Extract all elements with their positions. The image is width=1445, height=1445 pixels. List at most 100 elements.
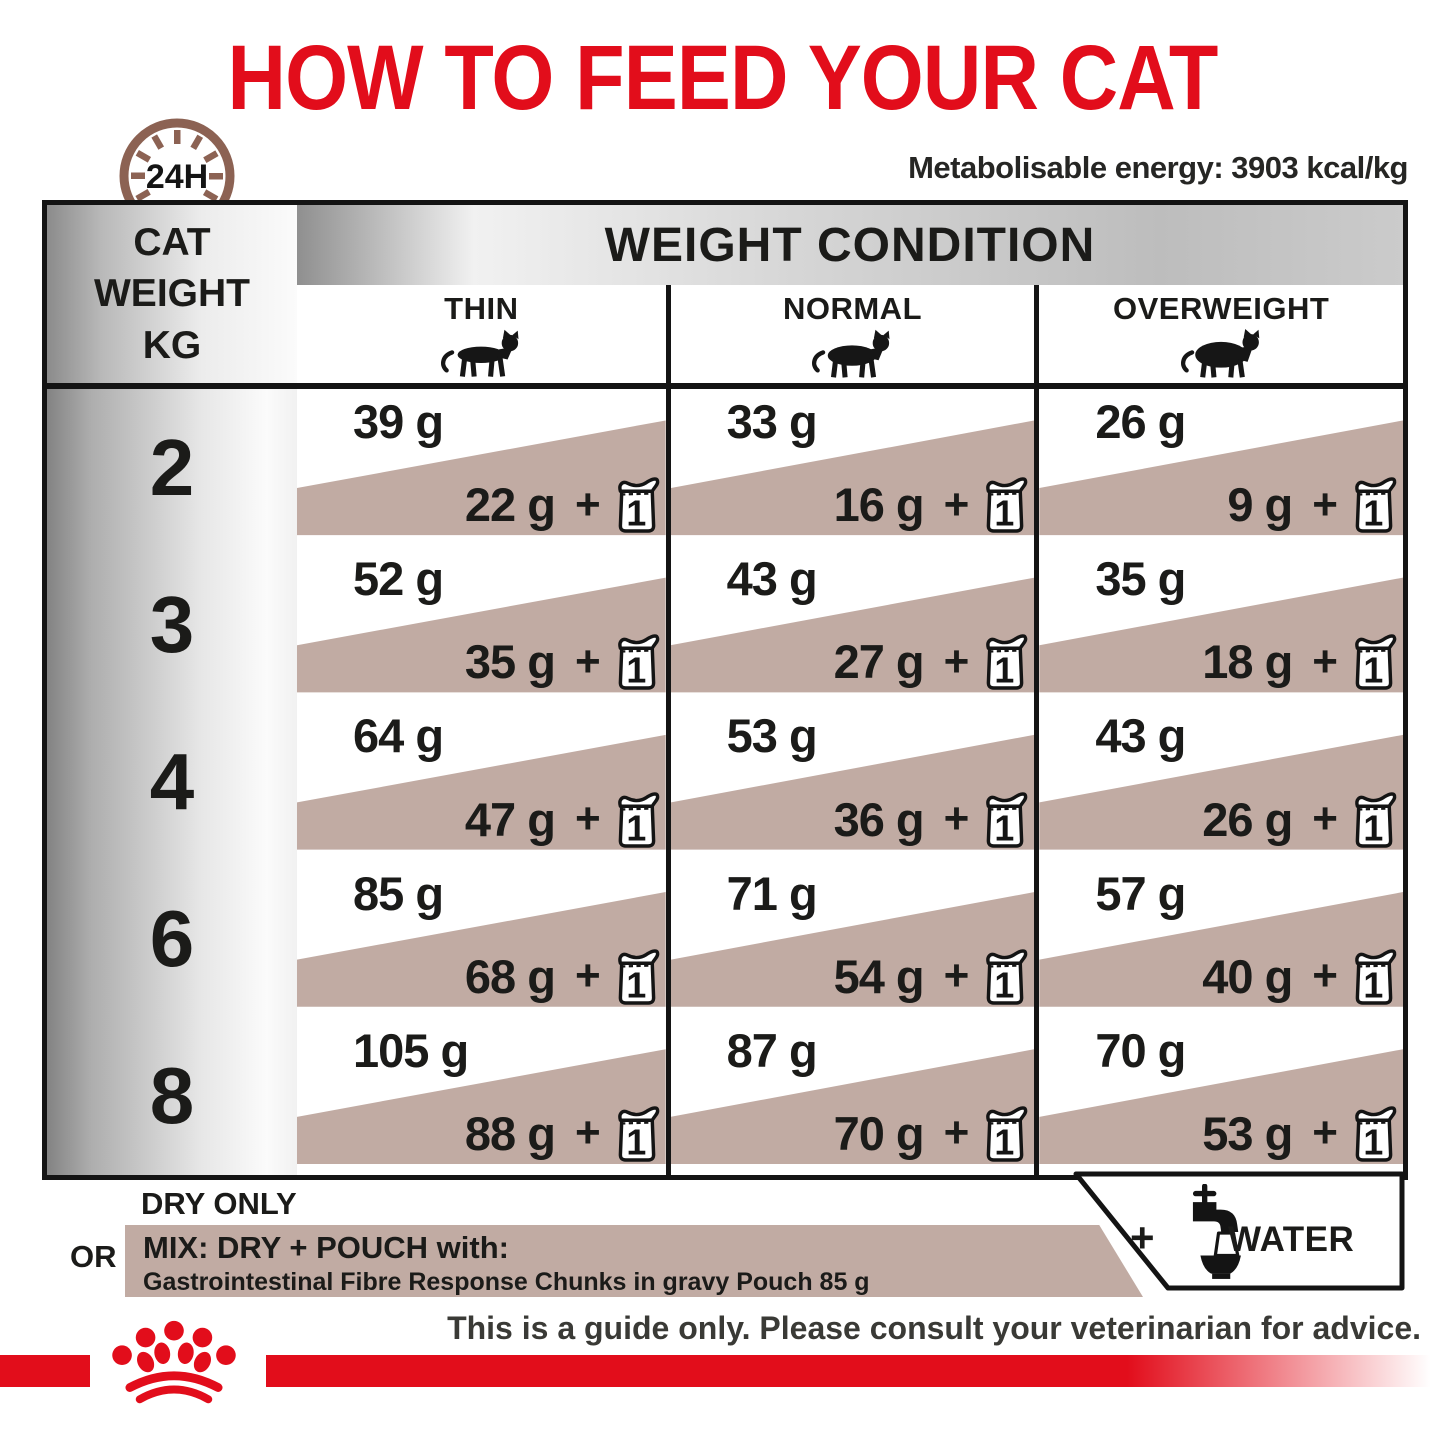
svg-text:1: 1 — [995, 651, 1015, 691]
pouch-icon: 1 — [986, 1106, 1028, 1163]
dry-amount: 35 g — [1095, 552, 1186, 606]
mix-amount: 88 g — [464, 1106, 556, 1160]
plus-sign: + — [1312, 479, 1338, 529]
table-cell: 43 g 27 g + 1 — [665, 546, 1035, 704]
mix-row: 68 g + 1 — [465, 946, 661, 1007]
mix-amount: 35 g — [464, 635, 556, 689]
plus-sign: + — [943, 636, 970, 686]
or-label: OR — [70, 1239, 117, 1274]
mix-amount: 36 g — [833, 792, 925, 846]
pouch-icon: 1 — [986, 634, 1028, 691]
mix-legend-title: MIX: DRY + POUCH with: — [143, 1230, 509, 1265]
mix-amount: 27 g — [833, 635, 925, 689]
pouch-icon: 1 — [617, 634, 659, 691]
dry-only-label: DRY ONLY — [141, 1186, 297, 1221]
mix-amount: 70 g — [833, 1106, 925, 1160]
mix-amount: 26 g — [1202, 792, 1293, 846]
table-cell: 87 g 70 g + 1 — [665, 1017, 1035, 1175]
mix-row: 35 g + 1 — [465, 631, 661, 692]
dry-amount: 43 g — [726, 552, 818, 606]
plus-sign: + — [1312, 636, 1338, 686]
dry-amount: 26 g — [1095, 395, 1186, 448]
svg-text:1: 1 — [1363, 808, 1383, 848]
dry-amount: 39 g — [353, 395, 444, 448]
pouch-icon: 1 — [1355, 1106, 1397, 1163]
pouch-icon: 1 — [986, 791, 1028, 848]
svg-text:1: 1 — [626, 1123, 646, 1163]
pouch-icon: 1 — [1355, 477, 1397, 534]
water-label: WATER — [1228, 1220, 1355, 1259]
water-faucet-icon — [1192, 1184, 1241, 1279]
mix-row: 9 g + 1 — [1227, 474, 1398, 535]
table-cell: 33 g 16 g + 1 — [665, 389, 1035, 547]
pouch-icon: 1 — [617, 477, 659, 534]
table-cell: 35 g 18 g + 1 — [1034, 546, 1403, 704]
thin-cat-icon — [441, 329, 519, 377]
weight-value: 6 — [149, 894, 195, 984]
svg-text:1: 1 — [626, 966, 646, 1006]
water-callout: + WATER — [1068, 1170, 1408, 1296]
table-cell: 43 g 26 g + 1 — [1034, 703, 1403, 861]
svg-text:1: 1 — [1363, 494, 1383, 534]
table-cell: 26 g 9 g + 1 — [1034, 389, 1403, 547]
clock-label: 24H — [146, 158, 208, 196]
svg-text:1: 1 — [995, 1123, 1015, 1163]
overweight-cat-icon — [1181, 329, 1260, 378]
weight-value: 8 — [149, 1051, 195, 1141]
mix-row: 26 g + 1 — [1202, 789, 1398, 850]
plus-sign: + — [574, 636, 601, 686]
table-cell: 105 g 88 g + 1 — [297, 1017, 666, 1175]
plus-sign: + — [943, 479, 970, 529]
plus-sign: + — [1312, 1108, 1338, 1158]
mix-legend-band: MIX: DRY + POUCH with: Gastrointestinal … — [125, 1225, 1143, 1297]
svg-text:1: 1 — [995, 494, 1015, 534]
pouch-icon: 1 — [1355, 634, 1397, 691]
feeding-table: CAT WEIGHT KG WEIGHT CONDITION THIN — [42, 200, 1408, 1180]
mix-amount: 16 g — [833, 478, 925, 532]
dry-amount: 53 g — [726, 709, 818, 763]
table-cell: 52 g 35 g + 1 — [297, 546, 666, 704]
mix-amount: 9 g — [1227, 478, 1293, 532]
normal-cat-icon — [812, 329, 890, 378]
plus-sign: + — [574, 794, 601, 844]
svg-text:1: 1 — [995, 966, 1015, 1006]
mix-amount: 47 g — [464, 792, 556, 846]
svg-text:1: 1 — [1363, 966, 1383, 1006]
table-cell: 57 g 40 g + 1 — [1034, 860, 1403, 1018]
cat-weight-header: CAT WEIGHT KG — [47, 205, 297, 389]
table-cell: 85 g 68 g + 1 — [297, 860, 666, 1018]
mix-row: 36 g + 1 — [834, 789, 1030, 850]
plus-sign: + — [574, 479, 601, 529]
pouch-icon: 1 — [1355, 949, 1397, 1006]
mix-row: 53 g + 1 — [1202, 1103, 1398, 1164]
weight-value: 4 — [149, 737, 195, 826]
mix-amount: 68 g — [464, 949, 556, 1003]
page-title: HOW TO FEED YOUR CAT — [227, 27, 1219, 129]
table-cell: 64 g 47 g + 1 — [297, 703, 666, 861]
weight-value: 2 — [149, 422, 195, 512]
dry-amount: 71 g — [726, 866, 818, 920]
dry-amount: 57 g — [1095, 866, 1186, 920]
mix-row: 18 g + 1 — [1202, 631, 1398, 692]
mix-amount: 40 g — [1202, 949, 1293, 1003]
plus-sign: + — [943, 794, 970, 844]
mix-amount: 54 g — [833, 949, 925, 1003]
cat-weight-column: 2 3 4 6 8 — [47, 389, 297, 1175]
mix-amount: 53 g — [1202, 1106, 1293, 1160]
table-cell: 53 g 36 g + 1 — [665, 703, 1035, 861]
dry-amount: 52 g — [353, 552, 444, 606]
water-plus-sign: + — [1130, 1214, 1155, 1261]
mix-row: 54 g + 1 — [834, 946, 1030, 1007]
pouch-icon: 1 — [1355, 791, 1397, 848]
mix-row: 22 g + 1 — [465, 474, 661, 535]
svg-text:1: 1 — [1363, 651, 1383, 691]
dry-amount: 43 g — [1095, 709, 1186, 763]
pouch-icon: 1 — [617, 791, 659, 848]
plus-sign: + — [943, 1108, 970, 1158]
weight-value: 3 — [149, 579, 195, 669]
table-cell: 71 g 54 g + 1 — [665, 860, 1035, 1018]
mix-row: 40 g + 1 — [1202, 946, 1398, 1007]
pouch-icon: 1 — [986, 949, 1028, 1006]
mix-legend-subtitle: Gastrointestinal Fibre Response Chunks i… — [143, 1268, 870, 1296]
